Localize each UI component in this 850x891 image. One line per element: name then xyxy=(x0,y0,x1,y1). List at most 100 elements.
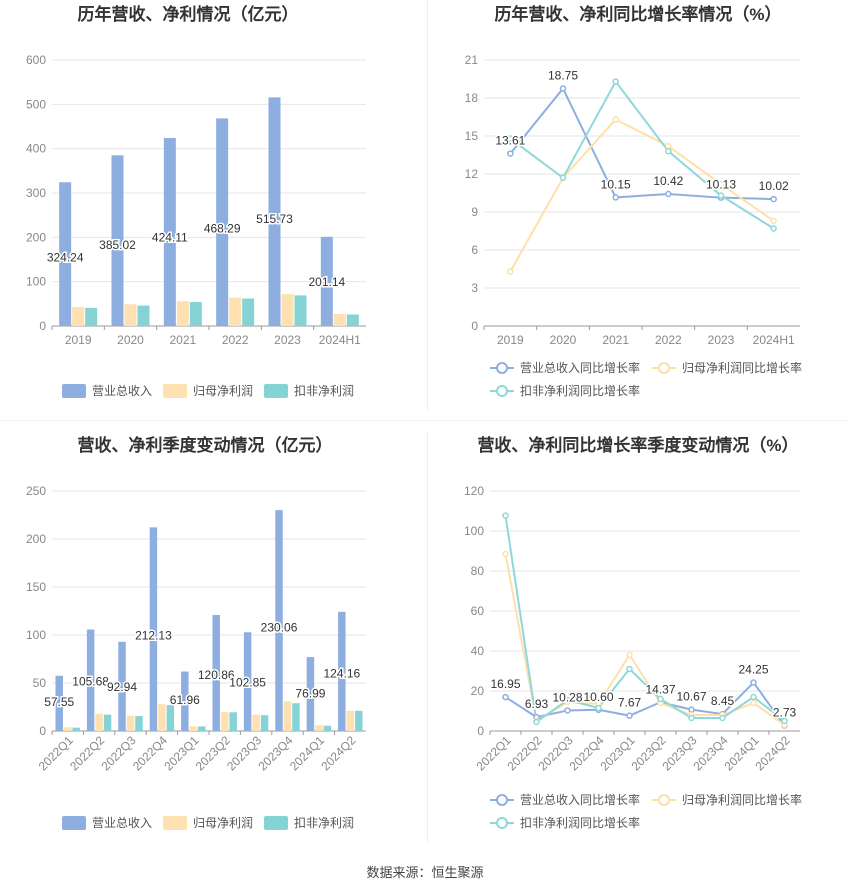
legend-swatch xyxy=(658,362,670,374)
bar xyxy=(95,713,103,731)
y-tick-label: 9 xyxy=(471,205,478,219)
bar xyxy=(86,629,95,731)
bar xyxy=(118,641,126,731)
bar xyxy=(212,614,220,731)
data-label: 102.85 xyxy=(229,676,266,690)
data-point xyxy=(559,174,567,182)
y-tick-label: 500 xyxy=(26,97,46,111)
legend-label: 扣非净利润 xyxy=(294,384,354,398)
bar xyxy=(124,304,137,326)
legend-swatch xyxy=(496,794,508,806)
legend-swatch xyxy=(163,384,187,398)
bar xyxy=(181,671,189,731)
data-label: 120.86 xyxy=(198,668,235,682)
data-label: 10.42 xyxy=(653,174,683,188)
y-tick-label: 100 xyxy=(464,524,484,538)
data-label: 385.02 xyxy=(99,238,136,252)
legend-swatch xyxy=(163,816,187,830)
bar xyxy=(292,703,300,731)
series-line xyxy=(504,515,786,724)
bar xyxy=(229,712,237,731)
data-label: 24.25 xyxy=(738,663,768,677)
data-source-note: 数据来源：恒生聚源 xyxy=(366,866,484,881)
x-tick-label: 2019 xyxy=(65,333,92,347)
data-point xyxy=(750,679,757,686)
x-tick-label: 2021 xyxy=(169,333,196,347)
legend-label: 营业总收入 xyxy=(92,384,152,398)
data-label: 201.14 xyxy=(308,275,345,289)
x-tick-label: 2024Q2 xyxy=(753,733,793,773)
bar xyxy=(163,137,176,326)
y-tick-label: 300 xyxy=(26,186,46,200)
bar xyxy=(315,725,323,731)
legend-label: 扣非净利润同比增长率 xyxy=(520,383,640,398)
series-line xyxy=(509,86,774,201)
data-label: 230.06 xyxy=(261,621,298,635)
x-tick-label: 2022 xyxy=(222,333,249,347)
legend-swatch xyxy=(496,817,508,829)
data-label: 10.15 xyxy=(601,177,631,191)
data-point xyxy=(750,699,757,707)
y-tick-label: 60 xyxy=(471,604,485,618)
data-label: 76.99 xyxy=(295,687,325,701)
data-label: 10.13 xyxy=(706,178,736,192)
data-point xyxy=(507,268,514,275)
bar xyxy=(242,298,255,326)
legend-label: 扣非净利润同比增长率 xyxy=(520,815,640,830)
x-tick-label: 2021 xyxy=(602,333,629,347)
data-point xyxy=(665,142,672,150)
y-tick-label: 400 xyxy=(26,142,46,156)
y-tick-label: 3 xyxy=(471,281,478,295)
data-point xyxy=(719,714,726,722)
bar xyxy=(260,715,269,731)
series-line xyxy=(509,118,775,273)
data-label: 10.67 xyxy=(676,690,706,704)
data-label: 515.73 xyxy=(256,212,293,226)
bar xyxy=(346,710,355,731)
legend-swatch xyxy=(496,385,508,397)
legend-swatch xyxy=(496,362,508,374)
data-label: 468.29 xyxy=(204,222,241,236)
bar xyxy=(306,657,315,731)
data-point xyxy=(688,706,695,713)
y-tick-label: 50 xyxy=(33,676,47,690)
data-point xyxy=(717,180,725,188)
bar xyxy=(111,155,124,326)
bar xyxy=(216,118,229,326)
x-tick-label: 2024H1 xyxy=(319,333,361,347)
y-tick-label: 15 xyxy=(465,129,479,143)
bar xyxy=(323,725,332,731)
y-tick-label: 80 xyxy=(471,564,485,578)
y-tick-label: 150 xyxy=(26,580,46,594)
bar xyxy=(189,302,202,326)
data-point xyxy=(626,651,633,659)
data-label: 2.73 xyxy=(773,706,797,720)
data-label: 324.24 xyxy=(47,250,84,264)
bar xyxy=(252,714,260,731)
bar xyxy=(85,307,98,326)
data-point xyxy=(688,714,695,722)
data-point xyxy=(612,78,619,85)
bar xyxy=(72,727,80,731)
legend-swatch xyxy=(264,384,288,398)
chart-title: 营收、净利季度变动情况（亿元） xyxy=(78,435,333,455)
data-point xyxy=(770,217,777,225)
data-label: 10.02 xyxy=(759,179,789,193)
bar xyxy=(59,182,72,326)
legend-label: 归母净利润同比增长率 xyxy=(682,792,802,807)
bar xyxy=(268,97,281,326)
data-label: 7.67 xyxy=(618,696,642,710)
series-line xyxy=(504,680,786,727)
data-label: 424.11 xyxy=(152,230,188,244)
bar xyxy=(72,306,85,326)
legend-swatch xyxy=(62,816,86,830)
legend-label: 归母净利润同比增长率 xyxy=(682,360,802,375)
y-tick-label: 0 xyxy=(477,724,484,738)
data-point xyxy=(626,712,633,719)
data-point xyxy=(502,693,509,701)
legend-label: 营业总收入同比增长率 xyxy=(520,360,640,375)
panel-divider xyxy=(427,432,428,842)
bar xyxy=(63,727,72,731)
data-label: 14.37 xyxy=(645,682,675,696)
